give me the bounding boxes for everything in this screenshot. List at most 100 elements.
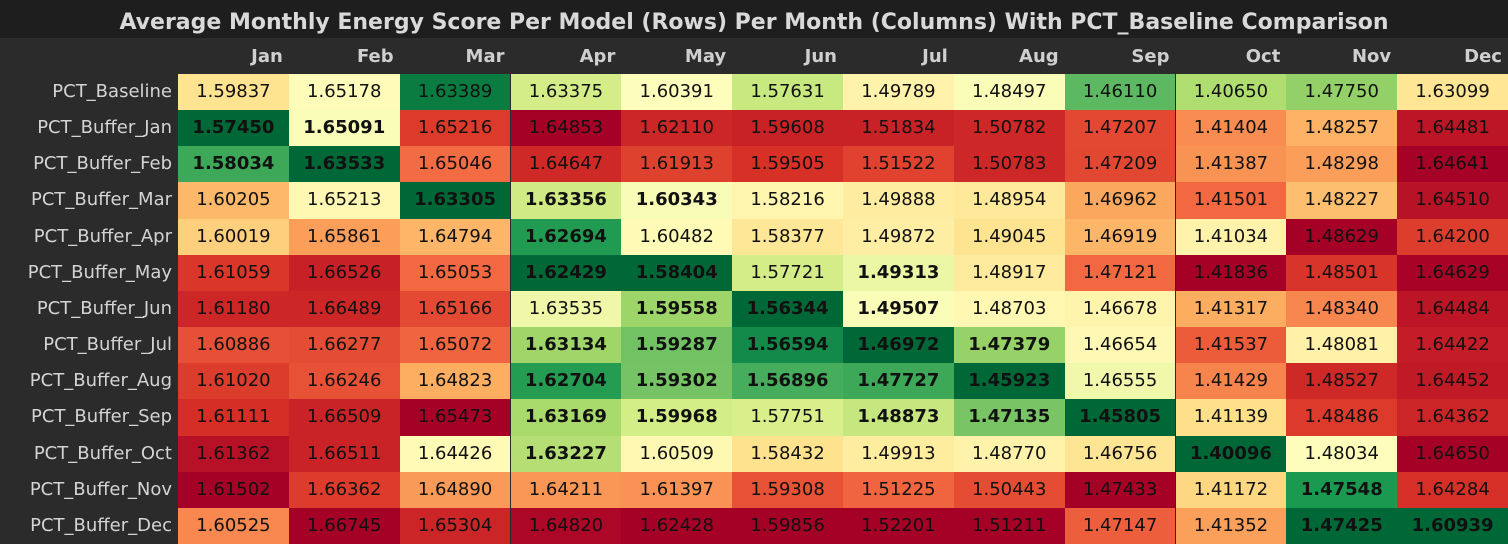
- heatmap-cell: 1.63356: [510, 182, 622, 219]
- heatmap-cell: 1.66362: [288, 471, 400, 508]
- heatmap-cell: 1.41836: [1175, 254, 1287, 291]
- heatmap-cell: 1.60482: [621, 218, 733, 255]
- heatmap-cell: 1.49045: [953, 218, 1065, 255]
- heatmap-cell: 1.57721: [732, 254, 843, 291]
- heatmap-cell: 1.61111: [178, 399, 289, 436]
- heatmap-cell: 1.49888: [843, 182, 954, 219]
- heatmap-cell: 1.50443: [953, 471, 1065, 508]
- row-header-pct-buffer-oct: PCT_Buffer_Oct: [33, 442, 172, 464]
- heatmap-cell: 1.51225: [843, 471, 954, 508]
- heatmap-cell: 1.60509: [621, 435, 733, 472]
- row-header-pct-buffer-jul: PCT_Buffer_Jul: [43, 334, 172, 356]
- heatmap-cell: 1.63134: [510, 327, 622, 364]
- heatmap-cell: 1.64452: [1397, 363, 1508, 400]
- heatmap-cell: 1.57751: [732, 399, 843, 436]
- row-header-pct-buffer-mar: PCT_Buffer_Mar: [30, 189, 172, 211]
- row-header-pct-buffer-dec: PCT_Buffer_Dec: [30, 514, 172, 536]
- heatmap-cell: 1.64484: [1397, 290, 1508, 328]
- heatmap-cell: 1.50783: [953, 146, 1065, 183]
- heatmap-cell: 1.66277: [288, 327, 400, 364]
- heatmap-cell: 1.65091: [288, 110, 400, 147]
- heatmap-cell: 1.48527: [1286, 363, 1398, 400]
- heatmap-cell: 1.56594: [732, 327, 843, 364]
- heatmap-cell: 1.46972: [843, 327, 954, 364]
- heatmap-cell: 1.47207: [1064, 110, 1176, 147]
- heatmap-cell: 1.48298: [1286, 146, 1398, 183]
- column-header-sep: Sep: [1131, 46, 1170, 67]
- heatmap-cell: 1.62694: [510, 218, 622, 255]
- heatmap-cell: 1.66526: [288, 254, 400, 291]
- heatmap-cell: 1.63535: [510, 290, 622, 328]
- row-header-pct-buffer-sep: PCT_Buffer_Sep: [31, 406, 172, 428]
- row-header-pct-buffer-aug: PCT_Buffer_Aug: [29, 370, 172, 392]
- heatmap-cell: 1.59302: [621, 363, 733, 400]
- heatmap-cell: 1.58216: [732, 182, 843, 219]
- row-header-pct-buffer-may: PCT_Buffer_May: [27, 261, 172, 283]
- heatmap-cell: 1.47135: [953, 399, 1065, 436]
- heatmap-cell: 1.66489: [288, 290, 400, 328]
- heatmap-cell: 1.48034: [1286, 435, 1398, 472]
- heatmap-cell: 1.61397: [621, 471, 733, 508]
- column-header-apr: Apr: [579, 46, 616, 67]
- heatmap-cell: 1.63099: [1397, 74, 1508, 111]
- heatmap-cell: 1.63375: [510, 74, 622, 111]
- heatmap-cell: 1.50782: [953, 110, 1065, 147]
- column-header-may: May: [684, 46, 727, 67]
- heatmap-cell: 1.48497: [953, 74, 1065, 111]
- heatmap-cell: 1.59505: [732, 146, 843, 183]
- heatmap-cell: 1.57631: [732, 74, 843, 111]
- heatmap-cell: 1.64641: [1397, 146, 1508, 183]
- heatmap-cell: 1.61502: [178, 471, 289, 508]
- heatmap-cell: 1.48629: [1286, 218, 1398, 255]
- heatmap-cell: 1.59608: [732, 110, 843, 147]
- heatmap-cell: 1.65216: [399, 110, 511, 147]
- heatmap-cell: 1.59308: [732, 471, 843, 508]
- row-header-pct-baseline: PCT_Baseline: [52, 81, 172, 102]
- heatmap-cell: 1.66511: [288, 435, 400, 472]
- heatmap-cell: 1.47379: [953, 327, 1065, 364]
- heatmap-cell: 1.63227: [510, 435, 622, 472]
- heatmap-cell: 1.64820: [510, 507, 622, 544]
- heatmap-cell: 1.65166: [399, 290, 511, 328]
- heatmap-cell: 1.41501: [1175, 182, 1287, 219]
- heatmap-cell: 1.46654: [1064, 327, 1176, 364]
- heatmap-cell: 1.47147: [1064, 507, 1176, 544]
- heatmap-cell: 1.48486: [1286, 399, 1398, 436]
- row-header-pct-buffer-feb: PCT_Buffer_Feb: [33, 153, 172, 175]
- heatmap-cell: 1.49913: [843, 435, 954, 472]
- heatmap-cell: 1.62704: [510, 363, 622, 400]
- heatmap-cell: 1.41139: [1175, 399, 1287, 436]
- heatmap-cell: 1.64650: [1397, 435, 1508, 472]
- heatmap-cell: 1.51522: [843, 146, 954, 183]
- heatmap-cell: 1.46555: [1064, 363, 1176, 400]
- heatmap-cell: 1.48340: [1286, 290, 1398, 328]
- heatmap-cell: 1.48954: [953, 182, 1065, 219]
- heatmap-cell: 1.60939: [1397, 507, 1508, 544]
- heatmap-cell: 1.65072: [399, 327, 511, 364]
- heatmap-cell: 1.40650: [1175, 74, 1287, 111]
- heatmap-cell: 1.64510: [1397, 182, 1508, 219]
- heatmap-cell: 1.60886: [178, 327, 289, 364]
- heatmap-cell: 1.60205: [178, 182, 289, 219]
- heatmap-cell: 1.41172: [1175, 471, 1287, 508]
- heatmap-cell: 1.59968: [621, 399, 733, 436]
- heatmap-cell: 1.47727: [843, 363, 954, 400]
- row-header-pct-buffer-apr: PCT_Buffer_Apr: [33, 225, 172, 247]
- heatmap-cell: 1.61180: [178, 290, 289, 328]
- heatmap-cell: 1.59558: [621, 290, 733, 328]
- heatmap-cell: 1.62429: [510, 254, 622, 291]
- heatmap-cell: 1.64794: [399, 218, 511, 255]
- heatmap-cell: 1.47548: [1286, 471, 1398, 508]
- heatmap-cell: 1.46756: [1064, 435, 1176, 472]
- row-header-pct-buffer-jan: PCT_Buffer_Jan: [37, 117, 172, 139]
- heatmap-cell: 1.65473: [399, 399, 511, 436]
- heatmap-cell: 1.61020: [178, 363, 289, 400]
- heatmap-cell: 1.49789: [843, 74, 954, 111]
- row-header-pct-buffer-jun: PCT_Buffer_Jun: [36, 297, 172, 319]
- heatmap-cell: 1.58404: [621, 254, 733, 291]
- heatmap-cell: 1.57450: [178, 110, 289, 147]
- heatmap-cell: 1.56896: [732, 363, 843, 400]
- heatmap-cell: 1.63305: [399, 182, 511, 219]
- heatmap-cell: 1.47425: [1286, 507, 1398, 544]
